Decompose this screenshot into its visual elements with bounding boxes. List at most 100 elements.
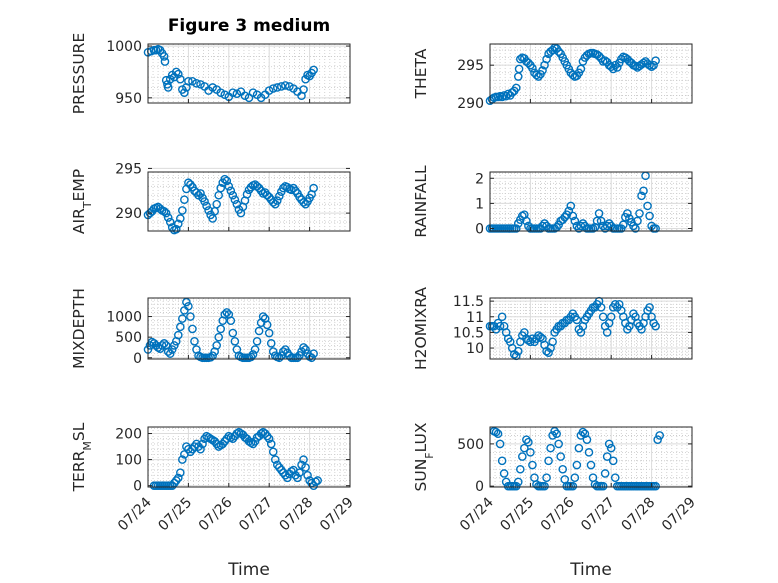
data-point (513, 477, 523, 487)
data-point (558, 464, 568, 474)
data-point (651, 321, 660, 331)
data-point (268, 447, 278, 457)
data-point (584, 448, 594, 457)
data-point (220, 310, 230, 319)
data-point (173, 219, 183, 229)
y-tick-label: 295 (457, 58, 484, 74)
data-point (169, 341, 179, 350)
data-point (309, 349, 318, 358)
data-point (285, 82, 294, 91)
subplot-5: 0 500 1000 MIXDEPTH (70, 288, 351, 369)
data-point (520, 443, 529, 453)
y-tick-label: 1 (475, 196, 484, 212)
data-point (230, 336, 240, 346)
data-point (560, 212, 570, 222)
data-point (604, 439, 614, 449)
y-axis-label: H2OMIXRA (412, 287, 430, 370)
data-point (511, 481, 521, 491)
data-point (190, 336, 199, 346)
x-tick-label: 07/27 (578, 495, 618, 535)
data-point (279, 347, 288, 356)
data-point (277, 82, 286, 91)
data-point (159, 52, 169, 61)
data-point (163, 213, 173, 222)
data-point (600, 469, 610, 478)
data-point (214, 332, 223, 342)
plot-area (490, 172, 692, 231)
data-point (173, 473, 183, 483)
data-point (171, 67, 181, 77)
y-tick-label: 290 (457, 96, 484, 112)
y-axis-label: AIRTEMP (70, 169, 94, 234)
data-point (268, 198, 278, 207)
data-point (224, 182, 234, 191)
y-tick-label: 500 (457, 437, 484, 453)
data-point (602, 452, 612, 461)
data-point (178, 455, 187, 464)
data-point (631, 224, 640, 233)
data-point (268, 347, 278, 356)
data-point (176, 74, 185, 84)
data-point (268, 84, 278, 93)
data-point (639, 186, 648, 196)
data-point (526, 448, 535, 457)
axes-box (147, 43, 351, 104)
data-point (222, 176, 232, 186)
data-point (548, 431, 557, 440)
data-point (295, 468, 304, 477)
data-point (216, 88, 226, 97)
data-point (538, 66, 547, 75)
data-point (497, 456, 507, 466)
data-point (528, 460, 537, 470)
data-point (178, 314, 187, 323)
y-tick-label: 295 (115, 161, 142, 177)
y-tick-label: 10.5 (453, 325, 484, 341)
data-point (220, 90, 230, 100)
data-point (192, 79, 201, 88)
data-point (198, 439, 207, 449)
y-tick-label: 0 (133, 479, 142, 495)
y-axis-label: SUNFLUX (412, 422, 436, 491)
data-point (586, 460, 596, 470)
data-point (212, 199, 221, 209)
y-tick-label: 100 (115, 453, 142, 469)
data-point (173, 330, 183, 340)
subplot-7: 0 100 200 07/24 07/25 07/26 07/27 07/28 07/29 TER… (70, 422, 357, 580)
data-point (160, 57, 170, 66)
data-point (212, 341, 221, 350)
data-point (163, 347, 173, 356)
data-point (544, 348, 553, 358)
data-point (180, 195, 189, 205)
y-tick-label: 10 (466, 341, 484, 357)
data-point (248, 88, 258, 97)
axes-box (489, 43, 693, 104)
data-point (649, 60, 658, 70)
y-axis-label: TERRMSL (70, 422, 94, 492)
data-point (514, 64, 524, 74)
data-point (524, 58, 533, 68)
data-point (495, 321, 505, 331)
x-axis-label: Time (569, 560, 612, 580)
data-point (246, 438, 256, 447)
data-point (612, 63, 622, 72)
data-point (196, 189, 205, 198)
data-point (501, 91, 511, 101)
chart-title: Figure 3 medium (168, 16, 330, 36)
x-tick-label: 07/28 (619, 495, 659, 535)
y-tick-label: 0 (475, 221, 484, 237)
y-tick-label: 0 (133, 351, 142, 367)
data-point (188, 324, 197, 334)
data-point (196, 444, 205, 454)
data-point (182, 297, 191, 307)
data-point (159, 207, 169, 216)
data-point (293, 473, 302, 483)
data-point (180, 88, 189, 97)
data-point (293, 353, 302, 363)
subplot-4: 0 1 2 RAINFALL (412, 165, 693, 238)
data-point (299, 455, 308, 464)
data-point (631, 61, 640, 71)
data-point (610, 473, 620, 483)
data-point (572, 460, 582, 470)
axes-box (489, 297, 693, 360)
data-point (272, 83, 282, 92)
